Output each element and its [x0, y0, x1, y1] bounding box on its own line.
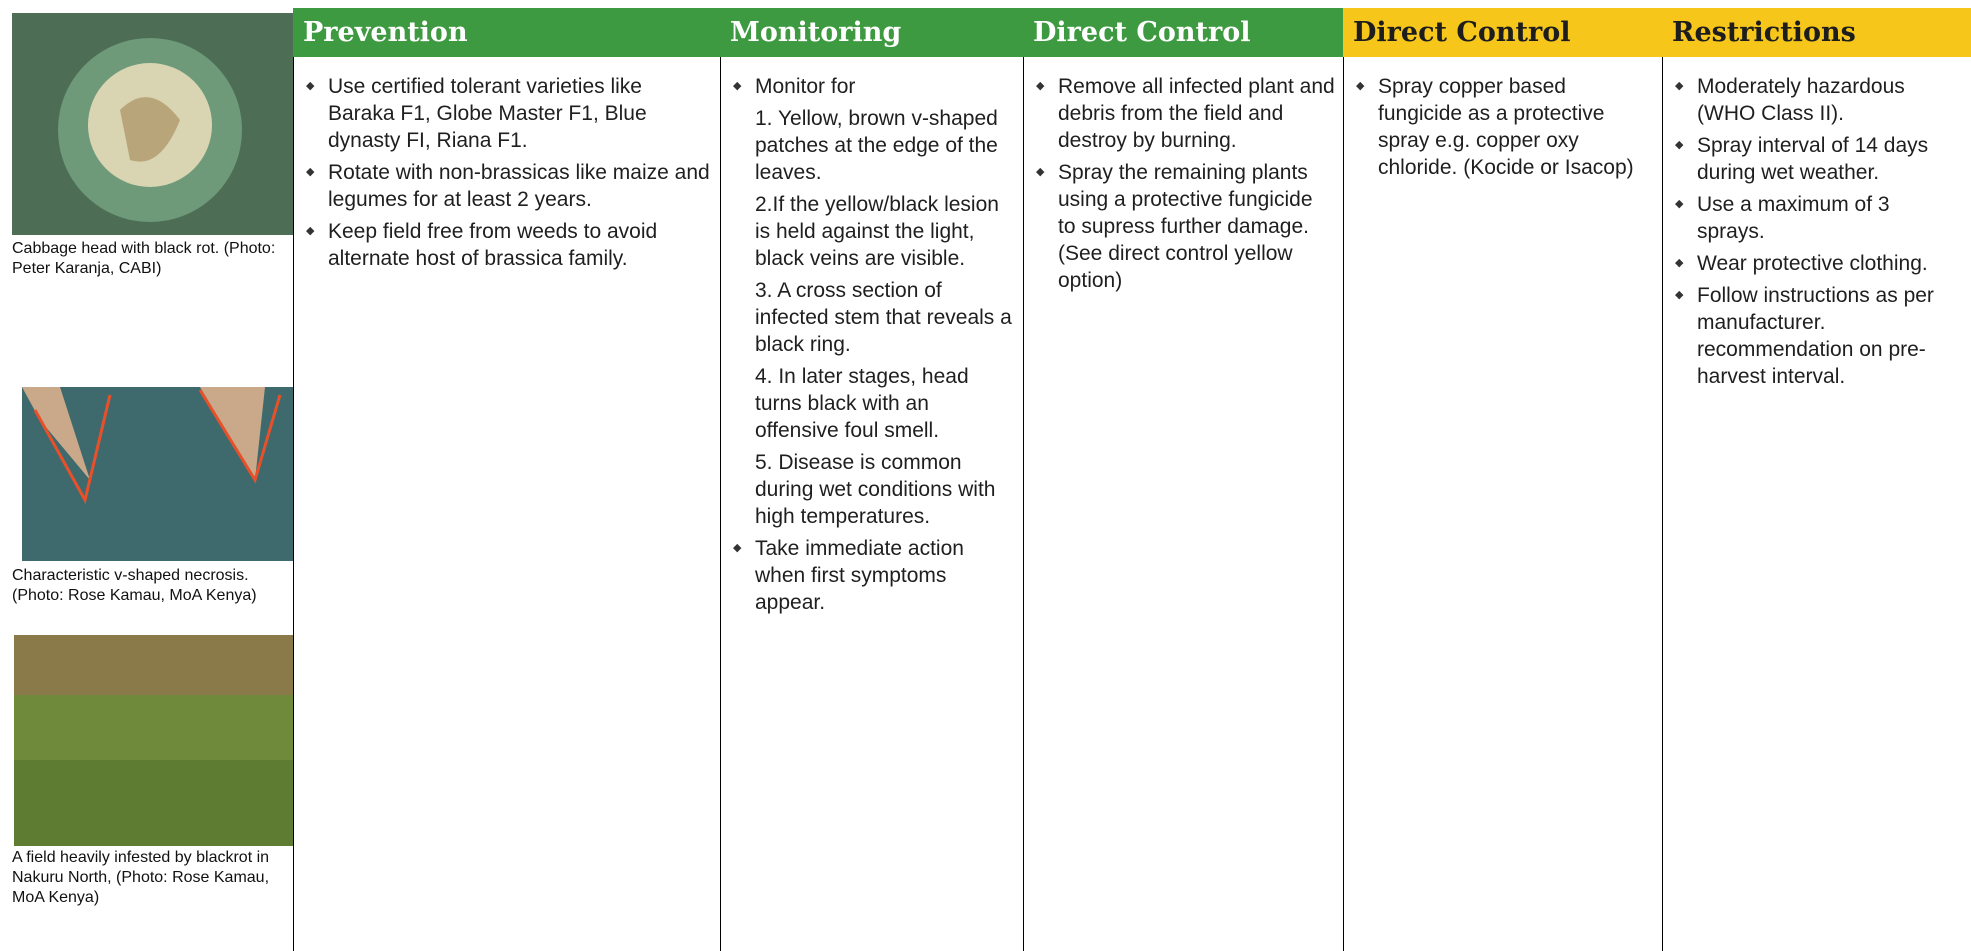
bullet-item: Moderately hazardous (WHO Class II).	[1673, 73, 1963, 127]
header-cell: Restrictions	[1662, 8, 1971, 57]
bullet-item: Use certified tolerant varieties like Ba…	[304, 73, 712, 154]
bullet-item: Monitor for 1. Yellow, brown v-shaped pat…	[731, 73, 1015, 530]
bullet-item: Spray copper based fungicide as a protec…	[1354, 73, 1654, 181]
sub-item: 5. Disease is common during wet conditio…	[755, 451, 996, 528]
column: Monitor for 1. Yellow, brown v-shaped pat…	[720, 57, 1023, 951]
column: Moderately hazardous (WHO Class II).Spra…	[1662, 57, 1971, 951]
photo-column	[12, 13, 293, 846]
sub-item: 2.If the yellow/black lesion is held aga…	[755, 193, 999, 270]
bullet-item: Spray the remaining plants using a prote…	[1034, 159, 1335, 294]
photo-caption: Characteristic v-shaped necrosis. (Photo…	[12, 567, 257, 604]
header-cell: Direct Control	[1343, 8, 1662, 57]
bullet-item: Remove all infected plant and debris fro…	[1034, 73, 1335, 154]
sub-item: 4. In later stages, head turns black wit…	[755, 365, 969, 442]
bullet-item: Rotate with non-brassicas like maize and…	[304, 159, 712, 213]
sub-item: 3. A cross section of infected stem that…	[755, 279, 1012, 356]
bullet-text: Monitor for	[755, 75, 856, 98]
photo-caption: Cabbage head with black rot. (Photo: Pet…	[12, 240, 276, 277]
header-cell: Direct Control	[1023, 8, 1343, 57]
column: Spray copper based fungicide as a protec…	[1343, 57, 1662, 951]
bullet-item: Take immediate action when first symptom…	[731, 535, 1015, 616]
bullet-item: Use a maximum of 3 sprays.	[1673, 191, 1963, 245]
bullet-item: Wear protective clothing.	[1673, 250, 1963, 277]
bullet-item: Spray interval of 14 days during wet wea…	[1673, 132, 1963, 186]
bullet-item: Follow instructions as per manufacturer.…	[1673, 282, 1963, 390]
column: Use certified tolerant varieties like Ba…	[293, 57, 720, 951]
column: Remove all infected plant and debris fro…	[1023, 57, 1343, 951]
photo-caption: A field heavily infested by blackrot in …	[12, 849, 270, 906]
header-cell: Monitoring	[720, 8, 1023, 57]
bullet-item: Keep field free from weeds to avoid alte…	[304, 218, 712, 272]
sub-item: 1. Yellow, brown v-shaped patches at the…	[755, 107, 998, 184]
header-cell: Prevention	[293, 8, 720, 57]
